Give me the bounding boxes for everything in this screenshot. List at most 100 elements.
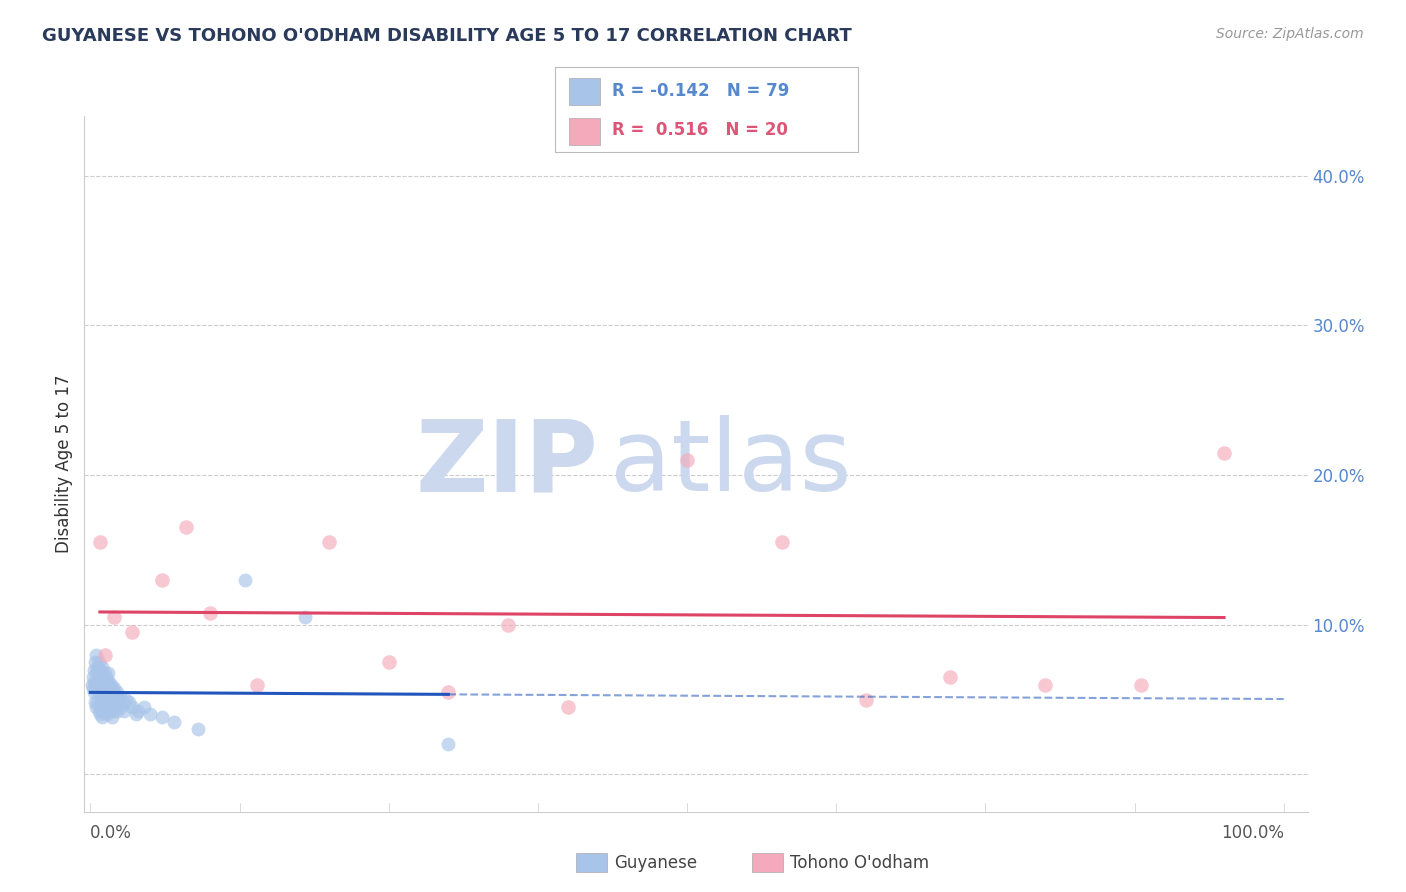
Point — [557, 700, 579, 714]
Point — [82, 681, 104, 695]
Point — [83, 685, 105, 699]
Point — [83, 674, 105, 689]
Point — [82, 670, 104, 684]
Point — [108, 696, 131, 710]
Point — [318, 535, 340, 549]
Point — [86, 674, 108, 689]
Point — [115, 692, 138, 706]
Point — [84, 655, 107, 669]
Point — [101, 705, 124, 719]
Point — [97, 705, 120, 719]
Point — [107, 692, 129, 706]
Point — [101, 710, 124, 724]
Point — [198, 606, 221, 620]
Point — [93, 665, 115, 680]
Point — [108, 690, 131, 704]
Point — [105, 705, 128, 719]
Point — [163, 714, 186, 729]
Point — [96, 707, 118, 722]
Text: R = -0.142   N = 79: R = -0.142 N = 79 — [612, 82, 789, 100]
Point — [100, 696, 122, 710]
Text: 100.0%: 100.0% — [1220, 823, 1284, 842]
Text: atlas: atlas — [610, 416, 852, 512]
Point — [87, 685, 110, 699]
Point — [174, 520, 197, 534]
Point — [235, 573, 257, 587]
Text: GUYANESE VS TOHONO O'ODHAM DISABILITY AGE 5 TO 17 CORRELATION CHART: GUYANESE VS TOHONO O'ODHAM DISABILITY AG… — [42, 27, 852, 45]
Point — [111, 696, 134, 710]
Point — [86, 659, 108, 673]
Point — [112, 705, 135, 719]
Point — [101, 681, 124, 695]
Point — [83, 663, 105, 677]
Point — [93, 705, 115, 719]
Point — [94, 670, 117, 684]
Point — [150, 573, 173, 587]
Point — [93, 670, 115, 684]
Point — [124, 707, 146, 722]
Point — [96, 690, 118, 704]
Point — [80, 677, 103, 691]
Point — [89, 707, 111, 722]
Point — [101, 696, 124, 710]
Point — [86, 696, 108, 710]
Point — [91, 692, 114, 706]
Point — [91, 710, 114, 724]
Point — [91, 677, 114, 691]
Point — [676, 453, 699, 467]
Point — [246, 677, 269, 691]
Text: Guyanese: Guyanese — [614, 854, 697, 871]
Point — [93, 685, 115, 699]
Point — [94, 705, 117, 719]
Point — [187, 723, 209, 737]
Point — [87, 655, 110, 669]
Point — [93, 700, 115, 714]
Point — [101, 685, 124, 699]
Point — [98, 674, 121, 689]
Point — [772, 535, 794, 549]
Point — [103, 700, 125, 714]
Point — [121, 700, 143, 714]
Text: Source: ZipAtlas.com: Source: ZipAtlas.com — [1216, 27, 1364, 41]
Point — [103, 681, 125, 695]
Point — [103, 610, 125, 624]
Point — [139, 707, 162, 722]
Point — [91, 659, 114, 673]
Point — [93, 648, 115, 662]
Point — [1129, 677, 1152, 691]
Point — [90, 665, 112, 680]
Point — [132, 700, 155, 714]
Point — [100, 677, 122, 691]
Point — [104, 690, 127, 704]
Point — [496, 617, 519, 632]
Point — [89, 663, 111, 677]
Point — [93, 681, 115, 695]
Point — [127, 705, 149, 719]
Text: ZIP: ZIP — [415, 416, 598, 512]
Point — [97, 685, 120, 699]
Point — [94, 685, 117, 699]
Point — [84, 648, 107, 662]
Point — [84, 677, 107, 691]
Point — [150, 710, 173, 724]
Y-axis label: Disability Age 5 to 17: Disability Age 5 to 17 — [55, 375, 73, 553]
Point — [294, 610, 316, 624]
Point — [97, 665, 120, 680]
Point — [377, 655, 399, 669]
Point — [98, 692, 121, 706]
Text: 0.0%: 0.0% — [90, 823, 132, 842]
Point — [938, 670, 960, 684]
Point — [117, 696, 139, 710]
Point — [87, 705, 110, 719]
Point — [84, 681, 107, 695]
Point — [89, 535, 111, 549]
Point — [110, 700, 132, 714]
Point — [1033, 677, 1056, 691]
Point — [89, 690, 111, 704]
Point — [96, 674, 118, 689]
Point — [90, 681, 112, 695]
Point — [89, 674, 111, 689]
Text: R =  0.516   N = 20: R = 0.516 N = 20 — [612, 121, 787, 139]
Point — [1213, 445, 1236, 459]
Point — [84, 700, 107, 714]
